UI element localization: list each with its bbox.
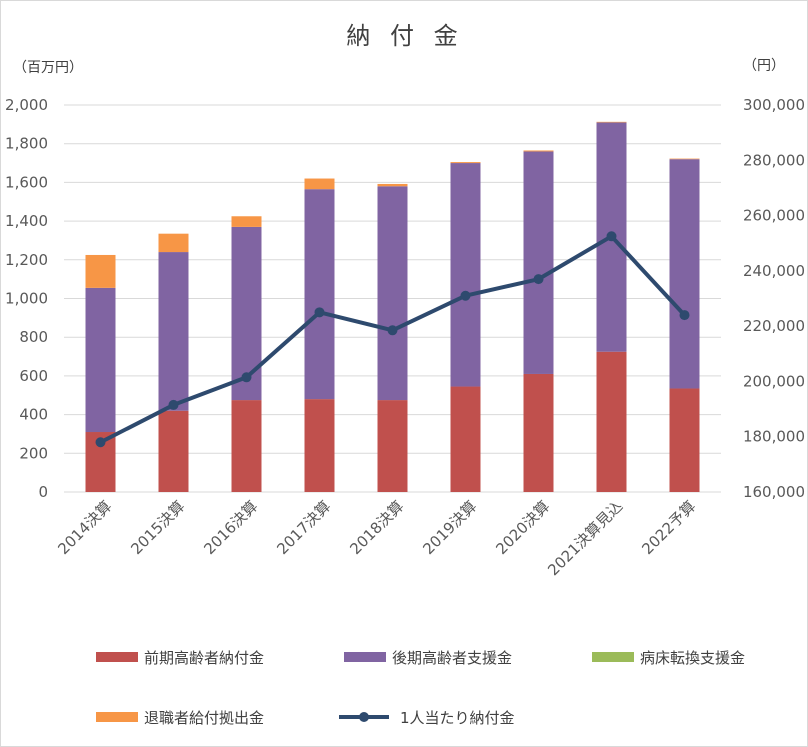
bar-segment [304, 189, 335, 400]
bar-segment [85, 254, 116, 288]
line-point [168, 399, 179, 410]
y-tick-label: 600 [19, 367, 48, 385]
y2-tick-label: 160,000 [743, 483, 805, 501]
line-point [95, 437, 106, 448]
bar-segment [377, 400, 408, 492]
bar-segment [523, 373, 554, 492]
y2-tick-label: 200,000 [743, 372, 805, 390]
line-point [241, 372, 252, 383]
bar-segment [158, 410, 189, 492]
category-label: 2014決算 [54, 497, 115, 558]
bar-segment [523, 150, 554, 152]
line-point [460, 290, 471, 301]
y2-tick-label: 240,000 [743, 262, 805, 280]
line-point [679, 310, 690, 321]
legend-label: 1人当たり納付金 [400, 709, 515, 727]
y-tick-label: 1,600 [5, 173, 48, 191]
legend-label: 病床転換支援金 [640, 649, 745, 667]
bar-segment [158, 233, 189, 253]
category-label: 2021決算見込 [544, 497, 626, 579]
bar-segment [596, 351, 627, 492]
bar-segment [450, 386, 481, 492]
legend-swatch [592, 652, 634, 662]
y2-tick-label: 220,000 [743, 317, 805, 335]
y-tick-label: 1,000 [5, 290, 48, 308]
y-tick-label: 200 [19, 444, 48, 462]
category-label: 2016決算 [200, 497, 261, 558]
line-point [606, 231, 617, 242]
chart-title: 納 付 金 [346, 22, 463, 50]
bar-segment [450, 163, 481, 387]
right-axis-ticks: 160,000 180,000 200,000 220,000 240,000 260,0… [743, 96, 805, 501]
bar-segment [304, 178, 335, 190]
bar-segment [304, 399, 335, 492]
y2-tick-label: 260,000 [743, 207, 805, 225]
line-point [387, 325, 398, 336]
legend-marker [359, 712, 369, 722]
category-label: 2015決算 [127, 497, 188, 558]
legend-swatch [344, 652, 386, 662]
y-tick-label: 800 [19, 328, 48, 346]
category-label: 2017決算 [273, 497, 334, 558]
y-tick-label: 400 [19, 406, 48, 424]
y-tick-label: 1,800 [5, 135, 48, 153]
y2-tick-label: 280,000 [743, 151, 805, 169]
category-label: 2018決算 [346, 497, 407, 558]
right-axis-unit: （円） [743, 58, 785, 74]
y-tick-label: 1,200 [5, 251, 48, 269]
category-axis-labels: 2014決算 2015決算 2016決算 2017決算 2018決算 2019決算 2020… [54, 497, 699, 579]
y-tick-label: 1,400 [5, 212, 48, 230]
bar-segment [669, 159, 700, 389]
y-tick-label: 0 [38, 483, 48, 501]
left-axis-unit: （百万円） [13, 60, 83, 76]
y2-tick-label: 300,000 [743, 96, 805, 114]
legend-label: 前期高齢者納付金 [144, 649, 264, 667]
legend-swatch [96, 652, 138, 662]
bar-segment [231, 216, 262, 227]
legend-swatch [96, 712, 138, 722]
bar-segment [158, 252, 189, 411]
bar-segment [596, 121, 627, 123]
left-axis-ticks: 0 200 400 600 800 1,000 1,200 1,400 1,600 1,800 2,… [5, 96, 48, 501]
bar-segment [231, 400, 262, 492]
bar-segment [377, 183, 408, 187]
category-label: 2019決算 [419, 497, 480, 558]
bar-segment [669, 158, 700, 160]
line-point [533, 274, 544, 285]
bar-segment [85, 287, 116, 433]
line-point [314, 307, 325, 318]
bar-segment [669, 388, 700, 492]
bar-segment [523, 151, 554, 374]
category-label: 2022予算 [638, 497, 699, 558]
bar-segment [231, 226, 262, 401]
line-series [95, 231, 690, 448]
bar-segment [450, 162, 481, 164]
bar-series [85, 121, 700, 492]
legend-label: 後期高齢者支援金 [392, 649, 512, 667]
y-tick-label: 2,000 [5, 96, 48, 114]
category-label: 2020決算 [492, 497, 553, 558]
legend-label: 退職者給付拠出金 [144, 709, 264, 727]
bar-segment [377, 186, 408, 401]
y2-tick-label: 180,000 [743, 428, 805, 446]
